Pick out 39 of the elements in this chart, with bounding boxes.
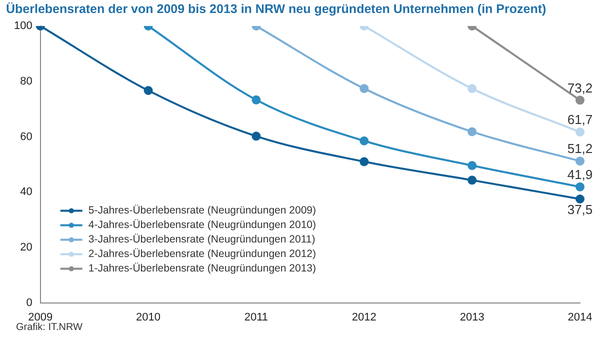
- y-tick-label: 60: [20, 130, 32, 143]
- data-label: 37,5: [567, 202, 593, 218]
- legend-label: 3-Jahres-Überlebensrate (Neugründungen 2011): [88, 234, 316, 246]
- point: [576, 156, 584, 166]
- chart-title: Überlebensraten der von 2009 bis 2013 in NRW neu gegründeten Unternehmen (in Prozent): [6, 2, 546, 16]
- point: [576, 182, 584, 192]
- x-tick-label: 2009: [28, 311, 53, 324]
- y-tick-label: 80: [20, 75, 32, 88]
- legend-label: 4-Jahres-Überlebensrate (Neugründungen 2010): [88, 219, 316, 232]
- point: [576, 96, 584, 105]
- x-tick-label: 2014: [568, 311, 592, 324]
- legend-label: 2-Jahres-Überlebensrate (Neugründungen 2012): [88, 248, 316, 260]
- y-tick-label: 100: [14, 20, 32, 32]
- data-label: 61,7: [567, 112, 593, 128]
- point: [360, 157, 369, 166]
- x-tick-label: 2012: [352, 311, 376, 324]
- point: [468, 161, 477, 170]
- point: [576, 194, 584, 204]
- point: [252, 132, 261, 141]
- point: [468, 84, 477, 94]
- x-tick-label: 2013: [460, 311, 484, 324]
- point: [360, 136, 369, 146]
- point: [252, 95, 261, 104]
- y-tick-label: 20: [20, 241, 32, 254]
- point: [360, 84, 369, 94]
- y-tick-label: 40: [20, 186, 32, 198]
- text: Grafik: IT.NRW: [16, 322, 82, 333]
- legend-label: 1-Jahres-Überlebensrate (Neugründungen 2013): [88, 262, 316, 275]
- data-label: 73,2: [567, 80, 593, 96]
- point: [576, 128, 584, 137]
- point: [468, 176, 477, 185]
- y-tick-label: 0: [26, 296, 32, 309]
- data-label: 41,9: [567, 166, 593, 182]
- x-tick-label: 2010: [136, 311, 161, 324]
- legend-label: 5-Jahres-Überlebensrate (Neugründungen 2009): [88, 204, 316, 217]
- data-label: 51,2: [567, 141, 593, 156]
- x-tick-label: 2011: [244, 311, 268, 324]
- point: [144, 86, 153, 95]
- point: [468, 127, 477, 136]
